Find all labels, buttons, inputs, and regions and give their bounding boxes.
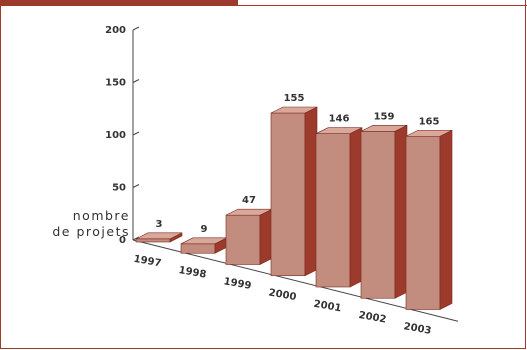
bar-value-label: 159 <box>374 111 395 122</box>
bar-front <box>405 135 441 310</box>
top-rule <box>0 5 527 6</box>
y-axis-label-line2: de projets <box>52 224 130 239</box>
y-axis-label-line1: nombre <box>72 208 130 223</box>
bar-side <box>439 129 453 310</box>
bar-top <box>135 232 183 240</box>
bar-top <box>315 127 363 134</box>
bar-value-label: 3 <box>156 219 163 230</box>
y-tick-label: 0 <box>119 235 126 246</box>
bar-value-label: 47 <box>242 195 256 206</box>
y-tick-mark <box>132 184 140 188</box>
y-tick-label: 50 <box>112 183 126 194</box>
y-tick-label: 100 <box>105 130 126 141</box>
y-tick-mark <box>132 79 140 83</box>
x-tick-label: 1998 <box>178 265 207 281</box>
bar-side <box>394 124 408 299</box>
x-tick-label: 1999 <box>223 276 252 292</box>
x-tick-label: 2000 <box>268 287 297 303</box>
bar-front <box>135 238 171 243</box>
x-tick-label: 2002 <box>358 310 387 326</box>
x-tick-label: 2001 <box>313 299 342 315</box>
bar-value-label: 165 <box>419 116 440 127</box>
header-tab <box>0 0 238 6</box>
y-tick-mark <box>132 131 140 136</box>
y-tick-label: 200 <box>105 25 126 36</box>
y-tick-mark <box>132 236 140 241</box>
bar-front <box>315 133 351 288</box>
bar-top <box>405 129 453 137</box>
y-axis-label: nombre de projets <box>20 208 130 240</box>
bar-side <box>259 208 273 265</box>
bar-value-label: 9 <box>201 224 208 235</box>
bar-side <box>349 127 363 288</box>
bar-top <box>270 106 318 114</box>
bar-value-label: 155 <box>284 93 305 104</box>
bar-front <box>225 214 261 265</box>
bar-front <box>270 112 306 277</box>
x-tick-label: 1997 <box>133 254 162 270</box>
bar-front <box>360 131 396 299</box>
bar-value-label: 146 <box>329 114 350 125</box>
x-tick-label: 2003 <box>403 321 432 337</box>
y-tick-mark <box>132 26 140 31</box>
bar-side <box>304 106 318 277</box>
bar-top <box>360 125 408 132</box>
y-tick-label: 150 <box>105 78 126 89</box>
bar-front <box>180 243 216 254</box>
